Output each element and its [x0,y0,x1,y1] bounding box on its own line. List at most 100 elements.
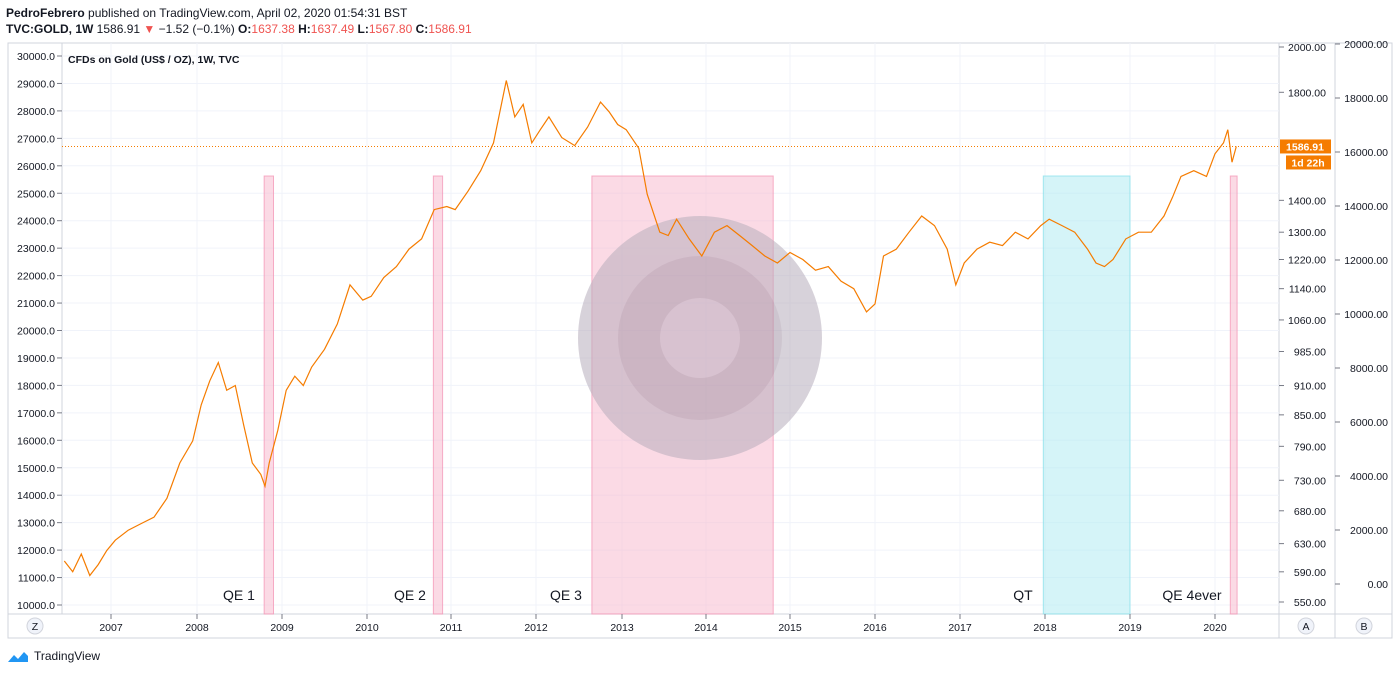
price-tick-label: 730.00 [1294,475,1326,487]
left-axis: 30000.0 29000.0 28000.0 27000.0 26000.0 25000… [17,51,62,612]
left-tick-label: 30000.0 [17,51,55,63]
left-tick-label: 18000.0 [17,380,55,392]
down-arrow-icon: ▼ [143,22,156,36]
time-tick-label: 2018 [1033,622,1057,634]
price-tick-label: 550.00 [1294,597,1326,609]
price-tick-label: 1140.00 [1289,284,1326,296]
auto-scale-button[interactable] [1297,617,1315,635]
price-tick-label: 1800.00 [1288,87,1326,99]
right-tick-label: 14000.00 [1344,201,1388,213]
right-axis: 20000.00 18000.00 16000.00 14000.00 12000.00… [1335,39,1388,591]
right-tick-label: 20000.00 [1344,39,1388,51]
left-tick-label: 20000.0 [17,326,55,338]
chart-title: CFDs on Gold (US$ / OZ), 1W, TVC [68,54,240,66]
annotations: QE 1 QE 2 QE 3 QT QE 4ever [223,587,1222,603]
left-tick-label: 11000.0 [18,573,55,585]
gold-price-series[interactable] [63,80,1237,577]
right-scale-label: B [1360,621,1367,633]
time-tick-label: 2007 [99,622,123,634]
right-tick-label: 8000.00 [1350,363,1388,375]
zoom-reset-label: Z [32,621,39,633]
time-tick-label: 2016 [863,622,887,634]
left-tick-label: 19000.0 [17,353,55,365]
left-tick-label: 21000.0 [17,298,55,310]
low-value: 1567.80 [368,22,413,36]
price-change: −1.52 (−0.1%) [158,22,235,36]
cloud-icon [8,652,28,662]
time-tick-label: 2019 [1118,622,1142,634]
left-tick-label: 28000.0 [17,106,55,118]
right-tick-label: 18000.00 [1344,93,1388,105]
tradingview-logo[interactable]: TradingView [6,649,100,663]
time-tick-label: 2017 [948,622,972,634]
current-price-tag [1280,139,1331,154]
left-tick-label: 26000.0 [17,161,55,173]
price-tick-label: 1060.00 [1288,315,1326,327]
countdown-label: 1d 22h [1291,157,1324,169]
watermark-core [660,298,740,378]
annotation-label: QE 3 [550,587,582,603]
time-tick-label: 2011 [440,622,463,634]
right-scale-button[interactable] [1355,617,1373,635]
left-tick-label: 22000.0 [17,271,55,283]
annotation-label: QT [1013,587,1033,603]
current-price-label: 1586.91 [1286,141,1324,153]
close-label: C: [415,22,429,36]
right-tick-label: 12000.00 [1344,255,1388,267]
left-tick-label: 27000.0 [17,133,55,145]
price-tick-label: 790.00 [1294,441,1326,453]
chart-frame [7,42,1393,639]
right-tick-label: 0.00 [1368,579,1389,591]
price-tick-label: 680.00 [1294,506,1326,518]
time-tick-label: 2015 [778,622,802,634]
price-tick-label: 630.00 [1294,539,1326,551]
symbol-header: TVC:GOLD, 1W 1586.91 ▼ −1.52 (−0.1%) O:1… [6,22,472,36]
time-tick-label: 2013 [610,622,634,634]
qe-band [1229,175,1238,615]
zoom-reset-button[interactable] [26,617,44,635]
annotation-label: QE 2 [394,587,426,603]
time-tick-label: 2020 [1203,622,1227,634]
time-tick-label: 2009 [270,622,294,634]
price-tick-label: 1300.00 [1288,227,1326,239]
time-axis: 2007 2008 2009 2010 2011 2012 2013 2014 2015 2016… [99,614,1227,634]
annotation-label: QE 4ever [1162,587,1221,603]
price-tick-label: 590.00 [1294,567,1326,579]
left-tick-label: 10000.0 [17,600,55,612]
right-tick-label: 16000.00 [1344,147,1388,159]
annotation-label: QE 1 [223,587,255,603]
price-axis: 2000.00 1800.00 1400.00 1300.00 1220.00 1140.… [1279,42,1326,609]
left-tick-label: 25000.0 [17,188,55,200]
left-tick-label: 23000.0 [17,243,55,255]
qe-band [263,175,274,615]
right-tick-label: 10000.00 [1344,309,1388,321]
time-tick-label: 2010 [355,622,379,634]
price-tick-label: 1220.00 [1288,255,1326,267]
watermark [578,216,822,460]
countdown-tag [1286,155,1331,170]
open-label: O: [238,22,252,36]
left-tick-label: 15000.0 [17,463,55,475]
publication-header: PedroFebrero published on TradingView.co… [6,6,407,20]
time-tick-label: 2012 [524,622,548,634]
qe-band [432,175,444,615]
high-value: 1637.49 [310,22,355,36]
published-text: published on TradingView.com, April 02, … [84,6,408,20]
right-tick-label: 6000.00 [1350,417,1388,429]
close-value: 1586.91 [428,22,472,36]
left-tick-label: 12000.0 [17,545,55,557]
low-label: L: [357,22,369,36]
brand-name: TradingView [34,649,101,663]
auto-scale-buttons: Z A B [26,617,1373,635]
right-tick-label: 2000.00 [1350,525,1388,537]
time-tick-label: 2014 [694,622,718,634]
left-tick-label: 13000.0 [17,518,55,530]
high-label: H: [298,22,311,36]
price-tick-label: 850.00 [1294,410,1326,422]
auto-scale-label: A [1302,621,1309,633]
qt-band [1042,175,1131,615]
author-name[interactable]: PedroFebrero [6,6,85,20]
left-tick-label: 16000.0 [17,435,55,447]
time-tick-label: 2008 [185,622,209,634]
